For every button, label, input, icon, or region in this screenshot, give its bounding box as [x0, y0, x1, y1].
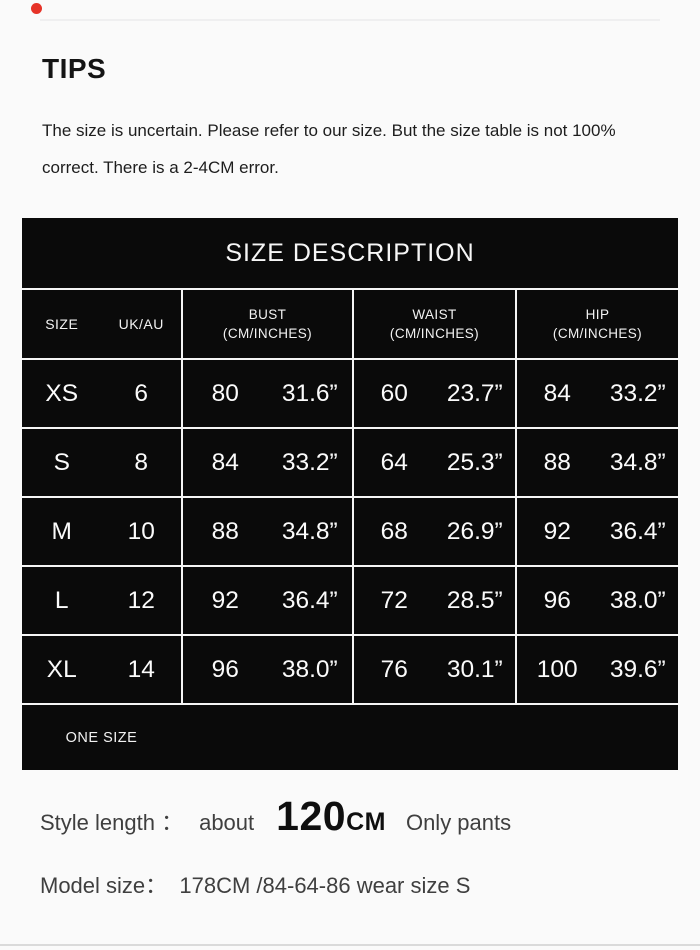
size-table: SIZE DESCRIPTION SIZE UK/AU BUST (CM/INCH… — [22, 218, 678, 770]
cell-hip-in: 33.2” — [609, 379, 666, 407]
cell-size: XS — [45, 379, 79, 407]
table-row-one-size: ONE SIZE — [22, 705, 678, 770]
red-dot-icon — [31, 3, 42, 14]
cell-bust-cm: 96 — [211, 655, 239, 683]
cell-waist-cm: 60 — [380, 379, 408, 407]
table-row-l: L 12 92 36.4” 72 28.5” 96 38.0” — [22, 567, 678, 634]
header-ukau: UK/AU — [118, 316, 164, 332]
cell-waist-in: 28.5” — [446, 586, 503, 614]
header-waist-unit: (CM/INCHES) — [389, 326, 480, 341]
cell-hip-in: 36.4” — [609, 517, 666, 545]
cell-bust-cm: 84 — [211, 448, 239, 476]
cell-hip-in: 39.6” — [609, 655, 666, 683]
table-row-s: S 8 84 33.2” 64 25.3” 88 34.8” — [22, 429, 678, 496]
style-length-line: Style length ： about 120 CM Only pants — [40, 793, 511, 840]
cell-waist-in: 30.1” — [446, 655, 503, 683]
cell-bust-cm: 80 — [211, 379, 239, 407]
header-size: SIZE — [45, 316, 79, 332]
only-pants-label: Only pants — [405, 810, 512, 835]
cell-bust-cm: 92 — [211, 586, 239, 614]
model-size-line: Model size： 178CM /84-64-86 wear size S — [40, 873, 471, 898]
style-length-unit: CM — [346, 808, 386, 836]
cell-bust-cm: 88 — [211, 517, 239, 545]
cell-waist-cm: 68 — [380, 517, 408, 545]
header-bust: BUST (CM/INCHES) — [181, 290, 352, 358]
table-row-xl: XL 14 96 38.0” 76 30.1” 100 39.6” — [22, 636, 678, 703]
cell-ukau: 8 — [134, 448, 149, 476]
cell-ukau: 10 — [127, 517, 155, 545]
table-row-m: M 10 88 34.8” 68 26.9” 92 36.4” — [22, 498, 678, 565]
cell-hip-cm: 84 — [543, 379, 571, 407]
header-bust-unit: (CM/INCHES) — [222, 326, 313, 341]
cell-hip-cm: 100 — [536, 655, 578, 683]
cell-waist-in: 26.9” — [446, 517, 503, 545]
cell-bust-in: 33.2” — [281, 448, 338, 476]
cell-size: M — [51, 517, 72, 545]
style-length-label: Style length ： — [40, 810, 184, 835]
tips-paragraph: The size is uncertain. Please refer to o… — [42, 121, 616, 177]
cell-size: XL — [46, 655, 77, 683]
cell-waist-cm: 76 — [380, 655, 408, 683]
cell-waist-cm: 64 — [380, 448, 408, 476]
cell-size: S — [53, 448, 70, 476]
cell-hip-cm: 88 — [543, 448, 571, 476]
tips-heading: TIPS — [42, 53, 107, 84]
cell-bust-in: 38.0” — [281, 655, 338, 683]
cell-hip-in: 34.8” — [609, 448, 666, 476]
cell-waist-cm: 72 — [380, 586, 408, 614]
style-length-about: about — [199, 810, 255, 835]
header-size-ukau: SIZE UK/AU — [22, 290, 181, 358]
size-table-title: SIZE DESCRIPTION — [22, 218, 678, 288]
one-size-label: ONE SIZE — [65, 729, 138, 746]
cell-ukau: 14 — [127, 655, 155, 683]
cell-bust-in: 31.6” — [281, 379, 338, 407]
size-table-header-row: SIZE UK/AU BUST (CM/INCHES) WAIST (CM/INCH… — [22, 290, 678, 358]
header-waist-label: WAIST — [412, 307, 457, 322]
cell-waist-in: 23.7” — [446, 379, 503, 407]
header-waist: WAIST (CM/INCHES) — [352, 290, 515, 358]
cell-size: L — [54, 586, 69, 614]
cell-hip-cm: 92 — [543, 517, 571, 545]
header-hip: HIP (CM/INCHES) — [515, 290, 678, 358]
table-row-xs: XS 6 80 31.6” 60 23.7” 84 33.2” — [22, 360, 678, 427]
cell-bust-in: 36.4” — [281, 586, 338, 614]
cell-hip-in: 38.0” — [609, 586, 666, 614]
top-divider — [40, 19, 660, 21]
style-length-value: 120 — [276, 793, 347, 839]
header-hip-unit: (CM/INCHES) — [552, 326, 643, 341]
cell-bust-in: 34.8” — [281, 517, 338, 545]
bottom-divider — [0, 944, 700, 946]
cell-ukau: 6 — [134, 379, 149, 407]
cell-ukau: 12 — [127, 586, 155, 614]
header-bust-label: BUST — [248, 307, 287, 322]
cell-waist-in: 25.3” — [446, 448, 503, 476]
header-hip-label: HIP — [585, 307, 610, 322]
cell-hip-cm: 96 — [543, 586, 571, 614]
